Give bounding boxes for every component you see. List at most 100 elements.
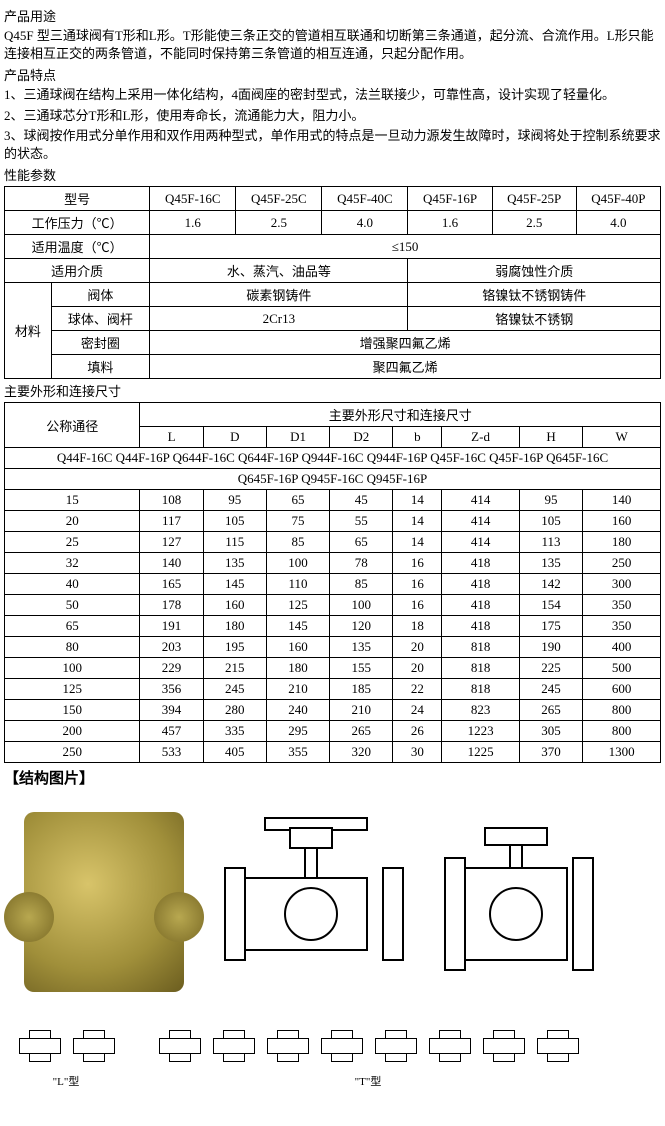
table-cell: 135	[519, 553, 582, 574]
table-row: 10022921518015520818225500	[5, 658, 661, 679]
table-cell: 127	[140, 532, 203, 553]
table-cell: 265	[330, 721, 393, 742]
table-row: 15039428024021024823265800	[5, 700, 661, 721]
table-cell: 95	[519, 490, 582, 511]
table-cell: 120	[330, 616, 393, 637]
press-2: 4.0	[322, 211, 408, 235]
table-cell: 823	[442, 700, 520, 721]
table-cell: 800	[583, 700, 661, 721]
table-cell: 65	[330, 532, 393, 553]
table-cell: 178	[140, 595, 203, 616]
table-cell: 250	[583, 553, 661, 574]
table-cell: 14	[393, 532, 442, 553]
table-row: 20117105755514414105160	[5, 511, 661, 532]
table-cell: 335	[203, 721, 266, 742]
table-cell: 203	[140, 637, 203, 658]
table-cell: 26	[393, 721, 442, 742]
table-cell: 245	[203, 679, 266, 700]
col-D1: D1	[266, 427, 329, 448]
table-cell: 50	[5, 595, 140, 616]
table-cell: 160	[583, 511, 661, 532]
table-cell: 400	[583, 637, 661, 658]
table-cell: 20	[393, 658, 442, 679]
table-cell: 135	[330, 637, 393, 658]
table-cell: 356	[140, 679, 203, 700]
dims-title: 主要外形和连接尺寸	[4, 381, 661, 400]
l-type-label: "L"型	[14, 1073, 118, 1089]
table-row: 25127115856514414113180	[5, 532, 661, 553]
valve-section-drawing-2	[424, 817, 604, 987]
table-cell: 22	[393, 679, 442, 700]
table-cell: 1225	[442, 742, 520, 763]
press-5: 4.0	[576, 211, 660, 235]
table-cell: 117	[140, 511, 203, 532]
table-cell: 65	[266, 490, 329, 511]
col-L: L	[140, 427, 203, 448]
model-1: Q45F-25C	[236, 187, 322, 211]
valve-3d-render	[24, 812, 184, 992]
table-cell: 16	[393, 595, 442, 616]
packing-val: 聚四氟乙烯	[150, 355, 661, 379]
hdr-main: 主要外形尺寸和连接尺寸	[140, 403, 661, 427]
table-cell: 55	[330, 511, 393, 532]
table-cell: 154	[519, 595, 582, 616]
hdr-seal: 密封圈	[51, 331, 150, 355]
hdr-body: 阀体	[51, 283, 150, 307]
table-cell: 240	[266, 700, 329, 721]
table-cell: 150	[5, 700, 140, 721]
table-cell: 125	[266, 595, 329, 616]
table-cell: 500	[583, 658, 661, 679]
model-4: Q45F-25P	[492, 187, 576, 211]
table-cell: 229	[140, 658, 203, 679]
table-row: 200457335295265261223305800	[5, 721, 661, 742]
table-cell: 215	[203, 658, 266, 679]
table-cell: 142	[519, 574, 582, 595]
table-cell: 160	[203, 595, 266, 616]
table-cell: 394	[140, 700, 203, 721]
table-cell: 418	[442, 595, 520, 616]
table-cell: 25	[5, 532, 140, 553]
seal-val: 增强聚四氟乙烯	[150, 331, 661, 355]
table-cell: 100	[266, 553, 329, 574]
table-cell: 180	[266, 658, 329, 679]
table-cell: 320	[330, 742, 393, 763]
table-cell: 95	[203, 490, 266, 511]
col-D: D	[203, 427, 266, 448]
hdr-medium: 适用介质	[5, 259, 150, 283]
table-cell: 265	[519, 700, 582, 721]
table-cell: 160	[266, 637, 329, 658]
table-cell: 418	[442, 574, 520, 595]
table-cell: 225	[519, 658, 582, 679]
table-row: 12535624521018522818245600	[5, 679, 661, 700]
table-cell: 20	[5, 511, 140, 532]
usage-text: Q45F 型三通球阀有T形和L形。T形能使三条正交的管道相互联通和切断第三条通道…	[4, 27, 661, 63]
table-cell: 414	[442, 511, 520, 532]
table-cell: 14	[393, 490, 442, 511]
table-row: 321401351007816418135250	[5, 553, 661, 574]
hdr-packing: 填料	[51, 355, 150, 379]
models-row-2: Q645F-16P Q945F-16C Q945F-16P	[5, 469, 661, 490]
table-cell: 818	[442, 679, 520, 700]
model-2: Q45F-40C	[322, 187, 408, 211]
structure-images: "L"型 "T"型	[4, 792, 661, 1122]
table-cell: 191	[140, 616, 203, 637]
table-cell: 245	[519, 679, 582, 700]
table-cell: 140	[583, 490, 661, 511]
table-cell: 18	[393, 616, 442, 637]
col-Zd: Z-d	[442, 427, 520, 448]
table-row: 401651451108516418142300	[5, 574, 661, 595]
table-cell: 105	[519, 511, 582, 532]
body-right: 铬镍钛不锈钢铸件	[408, 283, 661, 307]
models-row-1: Q44F-16C Q44F-16P Q644F-16C Q644F-16P Q9…	[5, 448, 661, 469]
table-cell: 1300	[583, 742, 661, 763]
hdr-model: 型号	[5, 187, 150, 211]
table-cell: 350	[583, 616, 661, 637]
table-cell: 100	[5, 658, 140, 679]
hdr-dn: 公称通径	[5, 403, 140, 448]
valve-section-drawing-1	[204, 817, 404, 987]
table-row: 5017816012510016418154350	[5, 595, 661, 616]
hdr-ball: 球体、阀杆	[51, 307, 150, 331]
table-cell: 80	[5, 637, 140, 658]
table-cell: 210	[330, 700, 393, 721]
body-left: 碳素钢铸件	[150, 283, 408, 307]
